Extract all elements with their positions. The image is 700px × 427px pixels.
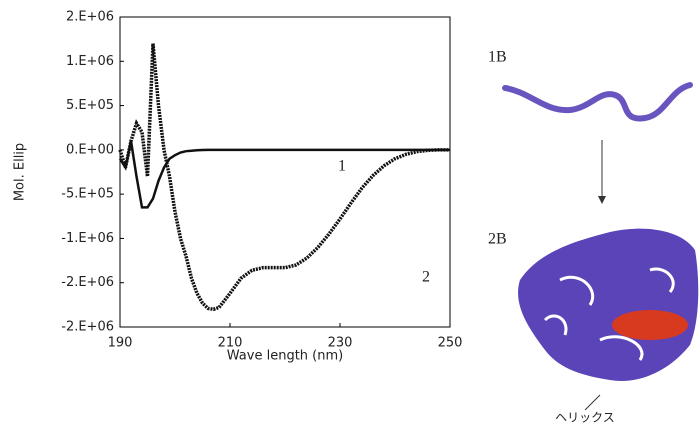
x-tick-label: 230 — [328, 336, 353, 351]
y-tick-label: 1.E+06 — [66, 54, 114, 69]
plot-frame — [119, 16, 451, 328]
panel-label: 1B — [488, 49, 507, 66]
y-tick-label: -1.E+06 — [61, 231, 114, 246]
x-tick-label: 250 — [438, 336, 463, 351]
panel-label: 2B — [488, 231, 507, 248]
callout-line — [584, 394, 601, 411]
y-tick-label: 0.E+00 — [66, 142, 114, 157]
series-line — [118, 140, 450, 209]
x-tick-label: 210 — [218, 336, 243, 351]
callout-label: ヘリックス — [555, 411, 615, 425]
ligand — [612, 310, 688, 340]
unfolded-chain — [502, 82, 693, 122]
arrow-head — [598, 196, 606, 204]
folded-protein — [518, 228, 699, 381]
x-axis-title: Wave length (nm) — [227, 349, 343, 364]
y-tick-label: 2.E+06 — [66, 10, 114, 25]
helix-detail — [543, 267, 675, 361]
y-tick-label: -2.E+06 — [61, 320, 114, 335]
series-label: 1 — [338, 158, 346, 175]
y-axis-title: Mol. Ellip — [13, 143, 28, 201]
series-line — [118, 43, 450, 312]
y-tick-label: 5.E+05 — [66, 98, 114, 113]
y-tick-label: -5.E+05 — [61, 187, 114, 202]
x-tick-label: 190 — [108, 336, 133, 351]
series-label: 2 — [422, 269, 430, 286]
y-tick-label: -2.E+06 — [61, 275, 114, 290]
